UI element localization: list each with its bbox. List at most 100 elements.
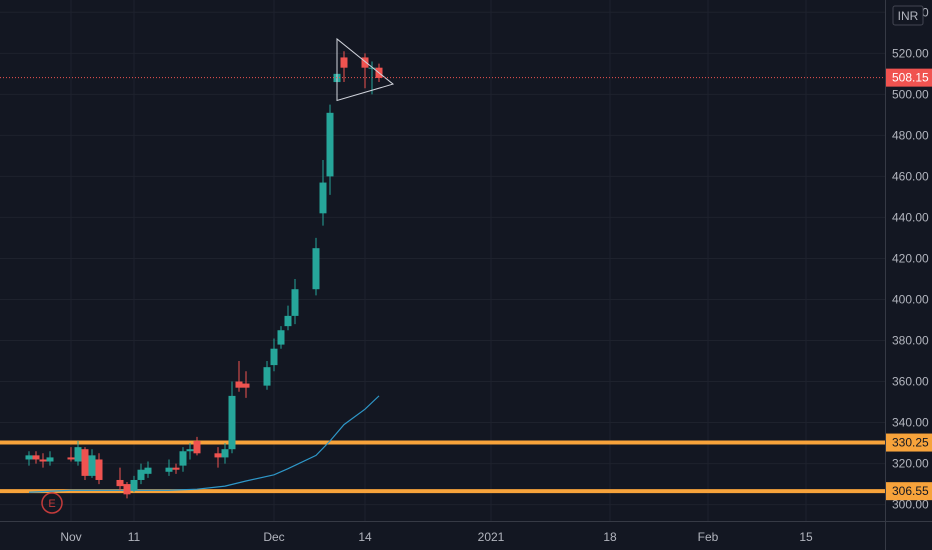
candle-body <box>172 467 180 470</box>
candle-up <box>130 475 138 493</box>
candle-up <box>179 447 187 472</box>
candle-body <box>277 330 285 345</box>
candle-body <box>137 469 145 480</box>
triangle-pattern[interactable] <box>336 37 395 102</box>
candle-body <box>368 67 376 69</box>
candle-up <box>221 443 229 464</box>
level-badge <box>886 433 932 452</box>
y-tick-label: 400.00 <box>892 292 929 306</box>
level-badge-label: 330.25 <box>892 436 929 450</box>
y-tick-label: 300.00 <box>892 498 929 512</box>
candle-down <box>116 467 124 491</box>
candle-up <box>25 451 33 466</box>
level-badge-label: 306.55 <box>892 484 929 498</box>
candle-body <box>326 112 334 177</box>
candle-body <box>179 451 187 466</box>
candle-body <box>67 457 75 460</box>
y-tick-label: 440.00 <box>892 210 929 224</box>
candle-body <box>39 459 47 462</box>
horizontal-levels <box>0 440 885 494</box>
candle-down <box>39 453 47 468</box>
y-tick-label: 460.00 <box>892 169 929 183</box>
candle-body <box>214 453 222 458</box>
candle-down <box>32 451 40 464</box>
candle-body <box>361 57 369 68</box>
x-tick-label: Nov <box>60 530 81 544</box>
candle-body <box>88 455 96 476</box>
candle-up <box>46 451 54 466</box>
candle-up <box>263 361 271 390</box>
y-tick-label: 360.00 <box>892 375 929 389</box>
candle-body <box>221 449 229 458</box>
candle-body <box>144 467 152 474</box>
candle-body <box>95 459 103 480</box>
candle-up <box>319 159 327 226</box>
candle-body <box>123 484 131 495</box>
candle-down <box>95 453 103 485</box>
candle-body <box>81 449 89 476</box>
candle-up <box>88 449 96 478</box>
candle-body <box>186 449 194 452</box>
current-price-label: 508.15 <box>892 71 929 85</box>
candle-body <box>165 467 173 472</box>
y-tick-label: 420.00 <box>892 251 929 265</box>
candle-up <box>291 278 299 325</box>
x-tick-label: 18 <box>603 530 617 544</box>
y-tick-label: 500.00 <box>892 87 929 101</box>
candle-down <box>235 361 243 392</box>
y-tick-label: 380.00 <box>892 333 929 347</box>
event-marker-letter: E <box>48 498 55 510</box>
currency-label[interactable]: INR <box>892 5 924 26</box>
y-tick-label: 520.00 <box>892 46 929 60</box>
candle-up <box>74 441 82 466</box>
x-tick-label: Feb <box>698 530 719 544</box>
candle-body <box>319 182 327 214</box>
candle-body <box>340 57 348 68</box>
triangle-pattern-layer <box>336 37 395 102</box>
candle-up <box>277 326 285 349</box>
candle-down <box>361 53 369 89</box>
candle-up <box>137 463 145 485</box>
candle-up <box>270 338 278 372</box>
candle-body <box>270 348 278 366</box>
candle-body <box>25 455 33 460</box>
y-tick-label: 480.00 <box>892 128 929 142</box>
candle-body <box>32 455 40 460</box>
candle-down <box>67 447 75 462</box>
candle-body <box>228 395 236 450</box>
x-tick-label: 2021 <box>478 530 505 544</box>
candle-up <box>284 305 292 331</box>
y-tick-label: 320.00 <box>892 457 929 471</box>
candle-body <box>235 381 243 388</box>
candle-down <box>340 51 348 83</box>
candle-body <box>130 479 138 491</box>
y-tick-label: 340.00 <box>892 416 929 430</box>
x-tick-label: 15 <box>799 530 813 544</box>
candle-up <box>228 381 236 454</box>
current-price-badge <box>886 68 932 87</box>
price-badges: 330.25 306.55 508.15 <box>886 68 932 501</box>
currency-text: INR <box>898 9 919 23</box>
level-badge <box>886 482 932 501</box>
x-tick-label: 11 <box>128 530 141 544</box>
candle-body <box>46 457 54 462</box>
candle-body <box>193 441 201 454</box>
earnings-event-marker[interactable]: E <box>41 492 63 514</box>
event-marker-layer: E <box>41 492 63 514</box>
candle-up <box>144 461 152 478</box>
candle-body <box>263 367 271 386</box>
time-axis[interactable]: Nov 11 Dec 14 2021 18 Feb 15 <box>60 530 813 544</box>
candle-up <box>312 237 320 296</box>
event-marker-circle <box>41 492 63 514</box>
candle-body <box>74 447 82 462</box>
candle-down <box>214 447 222 468</box>
candle-body <box>291 289 299 316</box>
candle-down <box>123 482 131 499</box>
candle-down <box>81 447 89 480</box>
currency-box <box>892 5 924 26</box>
x-tick-label: 14 <box>358 530 372 544</box>
candle-body <box>284 315 292 327</box>
candle-down <box>193 436 201 456</box>
